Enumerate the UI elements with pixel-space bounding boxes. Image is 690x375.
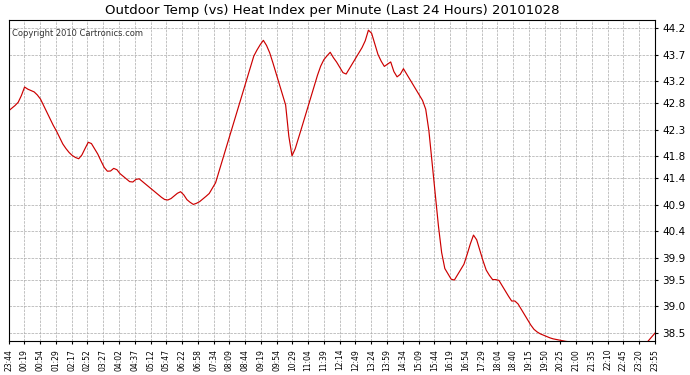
Text: Copyright 2010 Cartronics.com: Copyright 2010 Cartronics.com [12,29,143,38]
Title: Outdoor Temp (vs) Heat Index per Minute (Last 24 Hours) 20101028: Outdoor Temp (vs) Heat Index per Minute … [105,4,559,17]
